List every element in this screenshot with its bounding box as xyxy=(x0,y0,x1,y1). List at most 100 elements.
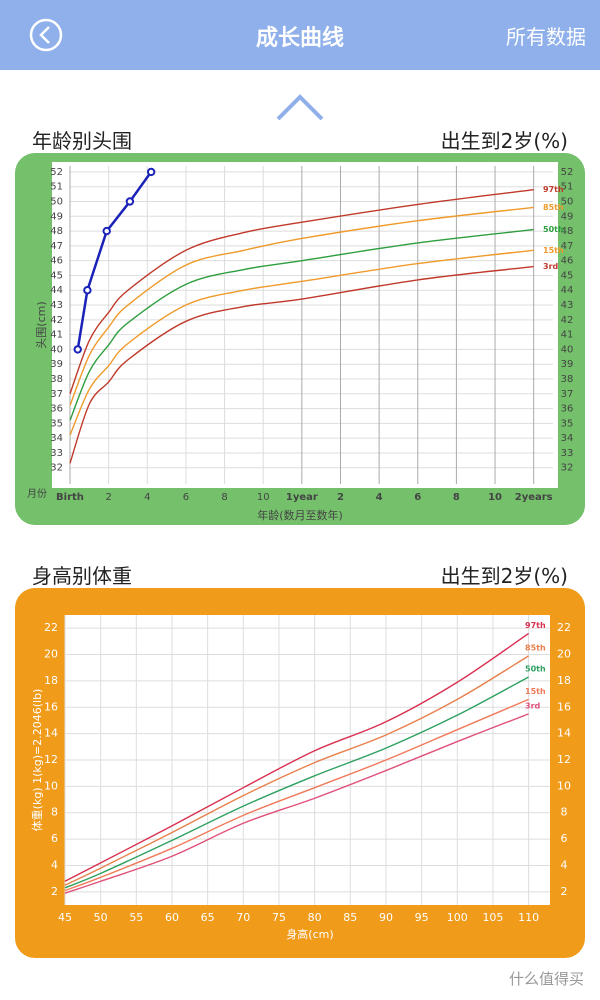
y-tick-label: 37 xyxy=(50,389,63,400)
series-label: 3rd xyxy=(543,262,559,271)
series-line xyxy=(69,249,534,436)
y-tick-label: 49 xyxy=(561,211,574,222)
x-tick-label: 2 xyxy=(105,492,111,503)
series-line xyxy=(69,206,534,406)
y-tick-label: 35 xyxy=(50,418,63,429)
plot-area xyxy=(52,162,558,488)
y-tick-label: 4 xyxy=(561,858,568,871)
y-tick-label: 38 xyxy=(561,374,574,385)
y-tick-label: 49 xyxy=(50,211,63,222)
y-tick-label: 8 xyxy=(51,806,58,819)
header-bar: 成长曲线 所有数据 xyxy=(0,0,600,70)
y-tick-label: 36 xyxy=(561,404,574,415)
series-line xyxy=(64,632,529,882)
y-tick-label: 45 xyxy=(561,270,574,281)
y-axis-title: 头围(cm) xyxy=(35,301,48,348)
y-tick-label: 20 xyxy=(44,648,58,661)
chart-title: 身高别体重 xyxy=(32,564,132,588)
y-tick-label: 43 xyxy=(50,300,63,311)
x-tick-label: 100 xyxy=(447,911,468,924)
data-point xyxy=(102,226,111,236)
y-tick-label: 48 xyxy=(561,226,574,237)
y-tick-label: 33 xyxy=(50,448,63,459)
x-tick-label: 105 xyxy=(482,911,503,924)
y-axis-title: 体重(kg) 1(kg)=2.2046(lb) xyxy=(30,689,44,832)
x-tick-label: 85 xyxy=(343,911,357,924)
y-tick-label: 32 xyxy=(561,463,574,474)
x-axis-title: 身高(cm) xyxy=(286,927,333,941)
series-label: 85th xyxy=(543,203,564,212)
y-tick-label: 32 xyxy=(50,463,63,474)
y-tick-label: 51 xyxy=(561,182,574,193)
series-line xyxy=(69,188,534,395)
y-tick-label: 41 xyxy=(50,330,63,341)
y-tick-label: 16 xyxy=(557,700,571,713)
series-line xyxy=(64,698,529,892)
y-tick-label: 42 xyxy=(561,315,574,326)
series-label: 97th xyxy=(525,621,546,630)
y-tick-label: 39 xyxy=(561,359,574,370)
x-tick-label: 50 xyxy=(94,911,108,924)
series-line xyxy=(69,228,534,421)
x-tick-label: 6 xyxy=(183,492,189,503)
y-tick-label: 35 xyxy=(561,418,574,429)
y-tick-label: 47 xyxy=(561,241,574,252)
y-tick-label: 2 xyxy=(561,885,568,898)
series-label: 50th xyxy=(525,664,546,673)
x-tick-label: 8 xyxy=(453,492,460,503)
x-tick-label: 2years xyxy=(515,492,553,503)
x-tick-label: 70 xyxy=(236,911,250,924)
x-tick-label: 4 xyxy=(144,492,150,503)
x-tick-label: 6 xyxy=(414,492,421,503)
y-tick-label: 22 xyxy=(557,621,571,634)
y-tick-label: 10 xyxy=(44,779,58,792)
x-tick-label: 1year xyxy=(286,492,318,503)
x-tick-label: 45 xyxy=(58,911,72,924)
back-button[interactable] xyxy=(16,0,76,70)
y-tick-label: 52 xyxy=(50,167,63,178)
y-tick-label: 46 xyxy=(50,256,63,267)
y-tick-label: 10 xyxy=(557,779,571,792)
data-point xyxy=(83,286,92,295)
x-tick-label: 65 xyxy=(201,911,215,924)
x-axis-title: 年龄(数月至数年) xyxy=(257,508,343,522)
y-tick-label: 14 xyxy=(557,727,571,740)
x-tick-label: 80 xyxy=(308,911,322,924)
y-tick-label: 14 xyxy=(44,727,58,740)
y-tick-label: 42 xyxy=(50,315,63,326)
y-tick-label: 46 xyxy=(561,256,574,267)
x-tick-label: 4 xyxy=(376,492,383,503)
y-tick-label: 18 xyxy=(44,674,58,687)
y-tick-label: 52 xyxy=(561,167,574,178)
watermark: 什么值得买 xyxy=(508,970,584,988)
chart-subtitle: 出生到2岁(%) xyxy=(440,129,568,153)
y-tick-label: 12 xyxy=(557,753,571,766)
all-data-button[interactable]: 所有数据 xyxy=(506,25,586,49)
y-tick-label: 47 xyxy=(50,241,63,252)
y-tick-label: 43 xyxy=(561,300,574,311)
y-tick-label: 6 xyxy=(561,832,568,845)
series-label: 85th xyxy=(525,643,546,652)
x-tick-label: 10 xyxy=(488,492,502,503)
x-tick-label: 55 xyxy=(129,911,143,924)
x-tick-label: 110 xyxy=(518,911,539,924)
x-tick-label: Birth xyxy=(56,492,84,503)
x-tick-label: 90 xyxy=(379,911,393,924)
y-tick-label: 36 xyxy=(50,404,63,415)
y-tick-label: 50 xyxy=(561,196,574,207)
series-label: 50th xyxy=(543,225,564,234)
data-point xyxy=(146,167,156,177)
series-line xyxy=(64,713,529,894)
y-tick-label: 44 xyxy=(561,285,574,296)
x-tick-label: 75 xyxy=(272,911,286,924)
y-tick-label: 41 xyxy=(561,330,574,341)
collapse-chevron[interactable] xyxy=(276,94,324,121)
y-tick-label: 48 xyxy=(50,226,63,237)
x-tick-label: 10 xyxy=(257,492,270,503)
y-tick-label: 4 xyxy=(51,858,58,871)
y-tick-label: 44 xyxy=(50,285,63,296)
series-label: 15th xyxy=(525,687,546,696)
y-tick-label: 51 xyxy=(50,182,63,193)
